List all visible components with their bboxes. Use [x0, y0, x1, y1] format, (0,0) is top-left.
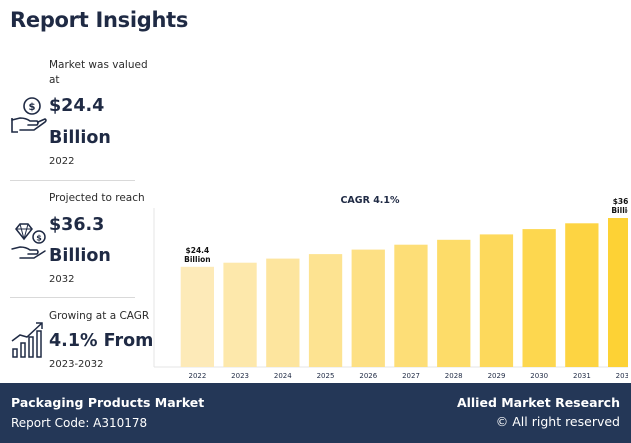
x-tick-label: 2032	[616, 372, 628, 380]
stat-unit: Billion	[49, 246, 111, 266]
data-label: Billion	[611, 206, 628, 215]
stat-market-value: $ Market was valued at $24.4 Billion 202…	[10, 58, 148, 178]
bar-2024	[266, 258, 300, 367]
x-tick-label: 2022	[188, 372, 206, 380]
report-title: Packaging Products Market	[11, 395, 205, 410]
bar-2025	[308, 254, 343, 367]
stat-year: 2032	[49, 274, 75, 285]
bar-2026	[351, 249, 385, 367]
stat-year: 2022	[49, 156, 75, 167]
stat-cagr: Growing at a CAGR 4.1% From 2023-2032	[10, 309, 153, 375]
x-tick-label: 2029	[488, 372, 506, 380]
bar-2022	[180, 266, 214, 367]
stat-projected-value: $ Projected to reach $36.3 Billion 2032	[10, 191, 148, 291]
x-tick-label: 2031	[573, 372, 591, 380]
footer: Packaging Products Market Report Code: A…	[0, 383, 631, 443]
data-label: $24.4	[186, 246, 210, 255]
svg-text:$: $	[29, 102, 36, 113]
copyright: © All right reserved	[495, 414, 620, 429]
stat-caption: Growing at a CAGR	[49, 310, 150, 322]
money-hand-icon: $	[11, 97, 47, 133]
x-tick-label: 2026	[359, 372, 377, 380]
svg-text:$: $	[36, 234, 42, 243]
bar-2029	[479, 234, 514, 367]
bar-2032	[608, 218, 628, 367]
cagr-annotation: CAGR 4.1%	[340, 195, 400, 206]
x-tick-label: 2023	[231, 372, 249, 380]
bar-2027	[394, 244, 428, 367]
x-tick-label: 2030	[530, 372, 548, 380]
stat-caption: Projected to reach	[49, 192, 145, 204]
stat-value: 4.1% From	[49, 331, 154, 351]
stat-value: $24.4	[49, 96, 105, 116]
bar-2031	[565, 223, 599, 367]
page-title: Report Insights	[10, 8, 189, 32]
x-tick-label: 2027	[402, 372, 420, 380]
bar-2028	[437, 239, 471, 367]
brand-name: Allied Market Research	[456, 395, 620, 410]
x-tick-label: 2025	[317, 372, 335, 380]
stat-unit: Billion	[49, 128, 111, 148]
report-code: Report Code: A310178	[11, 416, 148, 430]
divider	[10, 180, 135, 181]
stat-year: 2023-2032	[49, 359, 104, 370]
data-label: Billion	[184, 255, 211, 264]
x-tick-label: 2028	[445, 372, 463, 380]
stat-caption: Market was valued at	[49, 59, 148, 86]
data-label: $36.3	[613, 197, 628, 206]
divider	[10, 297, 135, 298]
bar-2030	[522, 229, 556, 367]
stat-value: $36.3	[49, 215, 105, 235]
x-tick-label: 2024	[274, 372, 292, 380]
diamond-hand-icon: $	[11, 223, 46, 259]
growth-chart-icon	[11, 322, 43, 358]
bar-2023	[223, 262, 257, 367]
